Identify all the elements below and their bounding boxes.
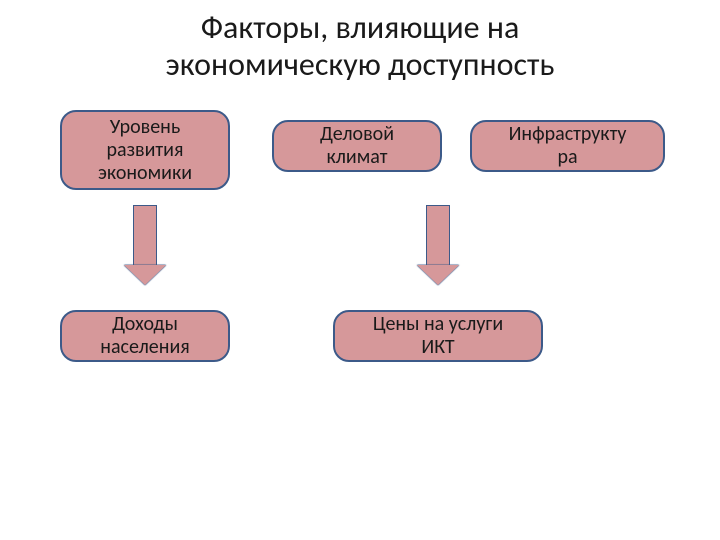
arrow-head-icon [124,265,166,285]
arrow-econ-to-income [124,205,166,285]
diagram-stage: Факторы, влияющие на экономическую досту… [0,0,720,540]
node-label: развития [107,138,184,162]
arrow-head-icon [417,265,459,285]
node-label: экономики [98,161,192,185]
arrow-shaft [133,205,157,266]
node-econ-level: Уровень развития экономики [60,110,230,190]
node-biz-climate: Деловой климат [272,120,442,172]
node-label: Уровень [110,115,181,139]
node-infra: Инфраструкту ра [470,120,665,172]
node-label: населения [100,335,190,359]
node-label: Инфраструкту [509,122,627,146]
title-line-2: экономическую доступность [166,45,555,84]
node-ict-prices: Цены на услуги ИКТ [333,310,543,362]
node-label: Деловой [320,122,394,146]
page-title: Факторы, влияющие на экономическую досту… [0,10,720,84]
node-label: Доходы [112,312,178,336]
node-label: ИКТ [421,335,454,359]
title-line-1: Факторы, влияющие на [201,8,520,47]
node-label: Цены на услуги [373,312,503,336]
node-label: климат [326,145,387,169]
arrow-to-ict-prices [417,205,459,285]
node-label: ра [557,145,577,169]
arrow-shaft [426,205,450,266]
node-income: Доходы населения [60,310,230,362]
